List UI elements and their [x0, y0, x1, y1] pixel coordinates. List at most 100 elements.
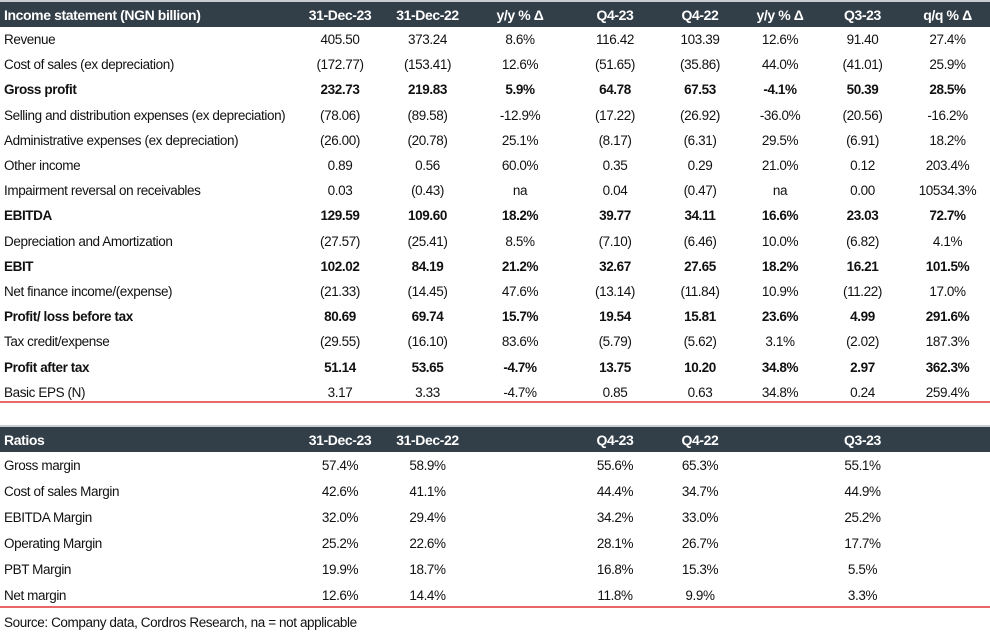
cell-value: 39.77 — [599, 208, 631, 224]
cell-value: 0.04 — [602, 183, 628, 199]
cell-value: 5.9% — [505, 82, 535, 98]
cell-value — [905, 452, 990, 478]
table-row: Profit after tax 51.14 53.65 -4.7% 13.75 10.2… — [0, 354, 990, 379]
cell-value: 10534.3% — [918, 183, 977, 199]
table-row: Revenue 405.50 373.24 8.6% 116.42 103.39 12.6%… — [0, 27, 990, 52]
column-header: 31-Dec-23 — [295, 0, 385, 27]
column-header: 31-Dec-22 — [385, 425, 470, 452]
cell-value: 18.2% — [501, 208, 539, 224]
cell-value: 2.97 — [850, 359, 875, 375]
cell-value: 57.4% — [321, 457, 359, 473]
cell-value: 15.81 — [684, 309, 716, 325]
cell-value: 187.3% — [925, 334, 970, 350]
cell-value: 34.2% — [596, 509, 634, 525]
cell-value: 50.39 — [846, 82, 879, 98]
table-row: Profit/ loss before tax 80.69 69.74 15.7% 19… — [0, 304, 990, 329]
cell-value — [740, 530, 820, 556]
cell-value: 53.65 — [411, 359, 444, 375]
cell-value: 21.0% — [761, 158, 799, 174]
cell-value: (20.78) — [407, 132, 448, 148]
cell-value: (51.65) — [595, 57, 635, 73]
cell-value: 102.02 — [320, 258, 360, 274]
cell-value: 55.6% — [596, 457, 634, 473]
cell-value: 51.14 — [324, 359, 356, 375]
cell-value: 34.11 — [684, 208, 716, 224]
cell-value: 23.6% — [761, 309, 799, 325]
cell-value — [470, 452, 570, 478]
cell-value — [740, 504, 820, 530]
table-divider — [0, 401, 990, 403]
cell-value: (7.10) — [598, 233, 632, 249]
column-header: q/q % Δ — [905, 0, 990, 27]
cell-value: 232.73 — [320, 82, 360, 98]
cell-value: 83.6% — [501, 334, 539, 350]
cell-value: 32.0% — [321, 509, 359, 525]
row-label: Tax credit/expense — [4, 334, 110, 350]
cell-value: 21.2% — [501, 258, 539, 274]
cell-value: 3.1% — [765, 334, 795, 350]
cell-value: 29.5% — [761, 132, 799, 148]
cell-value: 27.65 — [684, 258, 716, 274]
cell-value: 129.59 — [320, 208, 360, 224]
cell-value: 67.53 — [684, 82, 716, 98]
cell-value: 34.8% — [761, 359, 799, 375]
cell-value: (35.86) — [680, 57, 720, 73]
cell-value: 80.69 — [324, 309, 356, 325]
cell-value: 0.24 — [850, 384, 875, 400]
cell-value: 3.33 — [415, 384, 440, 400]
ratios-table: Ratios 31-Dec-23 31-Dec-22 Q4-23 Q4-22 Q3-23 … — [0, 425, 990, 608]
table-title: Income statement (NGN billion) — [0, 0, 295, 27]
cell-value — [905, 504, 990, 530]
cell-value: 3.17 — [327, 384, 353, 400]
row-label: EBITDA — [4, 208, 52, 224]
row-label: Net finance income/(expense) — [4, 283, 173, 299]
cell-value: (29.55) — [320, 334, 360, 350]
row-label: Impairment reversal on receivables — [4, 183, 201, 199]
cell-value: 47.6% — [501, 283, 539, 299]
cell-value: 84.19 — [411, 258, 444, 274]
table-row: Cost of sales Margin 42.6% 41.1% 44.4% 34.7%… — [0, 478, 990, 504]
cell-value: 373.24 — [408, 32, 447, 48]
column-header: Q3-23 — [820, 425, 905, 452]
table-row: Operating Margin 25.2% 22.6% 28.1% 26.7% 17.7… — [0, 530, 990, 556]
cell-value: (21.33) — [320, 283, 360, 299]
cell-value: 22.6% — [409, 535, 446, 551]
cell-value: 5.5% — [847, 561, 878, 577]
cell-value: (20.56) — [842, 107, 883, 123]
cell-value: 0.00 — [850, 183, 875, 199]
cell-value: 65.3% — [681, 457, 719, 473]
cell-value: 13.75 — [599, 359, 631, 375]
cell-value: (6.82) — [846, 233, 879, 249]
cell-value: 58.9% — [409, 457, 446, 473]
cell-value: (11.84) — [680, 283, 720, 299]
cell-value: 29.4% — [409, 509, 446, 525]
cell-value: 259.4% — [925, 384, 970, 400]
cell-value: 91.40 — [846, 32, 879, 48]
cell-value: 0.85 — [602, 384, 628, 400]
cell-value: 9.9% — [685, 587, 715, 603]
cell-value: (6.31) — [683, 132, 717, 148]
row-label: Profit after tax — [4, 359, 90, 375]
cell-value: 0.35 — [602, 158, 628, 174]
cell-value: (41.01) — [842, 57, 883, 73]
row-label: Net margin — [4, 587, 67, 603]
cell-value: 10.20 — [684, 359, 716, 375]
column-header — [740, 425, 820, 452]
table-row: Gross profit 232.73 219.83 5.9% 64.78 67.53 -4… — [0, 77, 990, 102]
cell-value: (89.58) — [407, 107, 448, 123]
cell-value — [905, 530, 990, 556]
cell-value: 291.6% — [925, 309, 970, 325]
cell-value: -12.9% — [499, 107, 541, 123]
income-statement-table: Income statement (NGN billion) 31-Dec-23 3… — [0, 0, 990, 400]
cell-value — [470, 530, 570, 556]
cell-value: -16.2% — [927, 107, 968, 123]
cell-value: -36.0% — [759, 107, 801, 123]
cell-value: 28.5% — [929, 82, 966, 98]
row-label: EBITDA Margin — [4, 509, 92, 525]
cell-value: 12.6% — [501, 57, 539, 73]
cell-value: (11.22) — [843, 283, 882, 299]
cell-value: 64.78 — [599, 82, 631, 98]
cell-value: 12.6% — [321, 587, 359, 603]
cell-value: 44.4% — [596, 483, 634, 499]
table-row: Selling and distribution expenses (ex de… — [0, 103, 990, 128]
